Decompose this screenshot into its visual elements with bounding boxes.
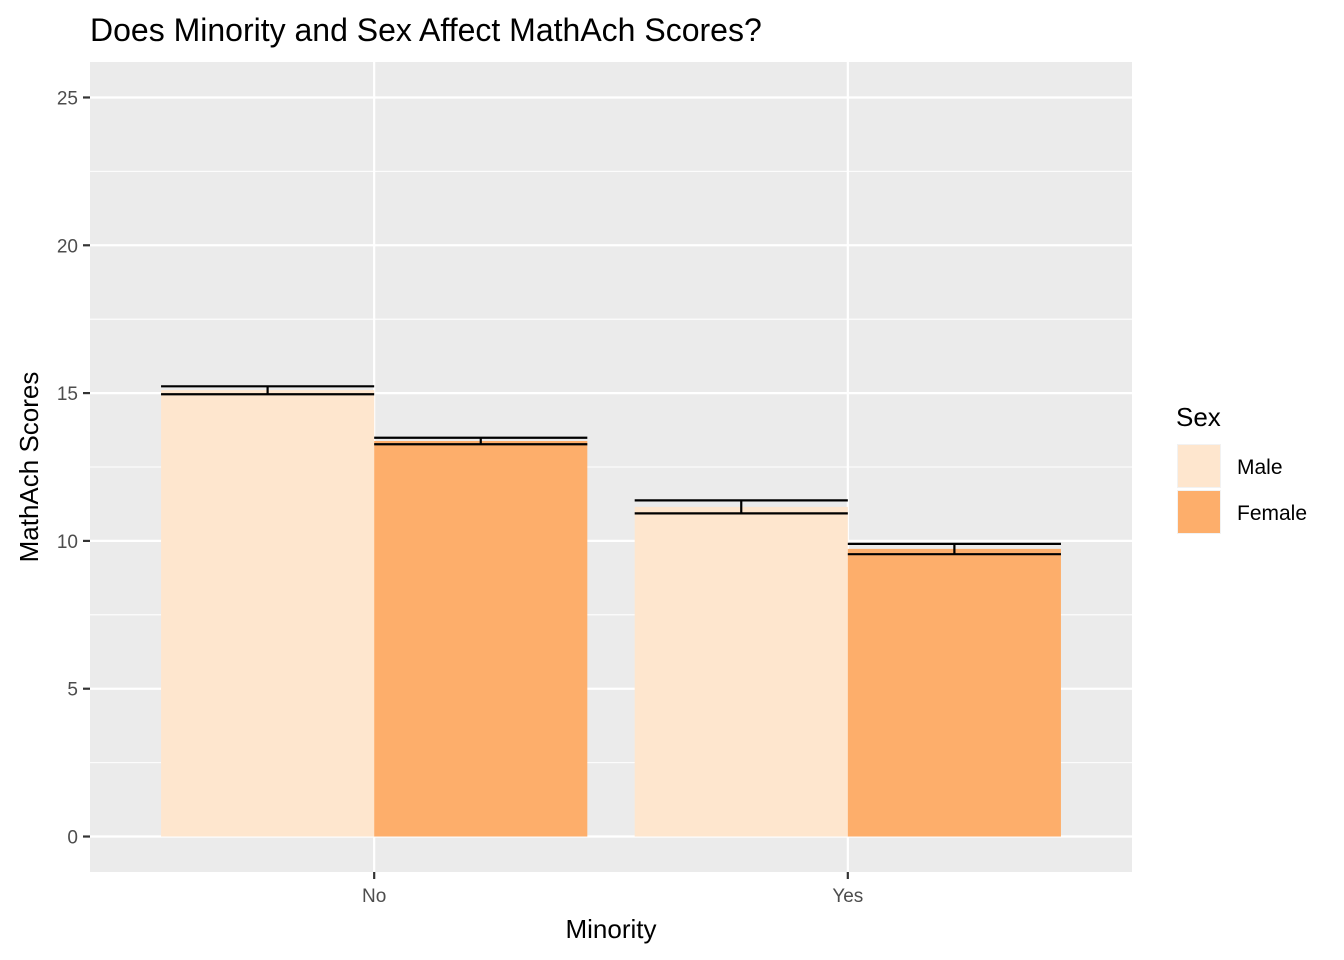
y-tick-label: 0 (67, 828, 78, 849)
bar-female-no (374, 440, 588, 837)
bar-female-yes (847, 548, 1061, 837)
y-tick-label: 25 (57, 88, 78, 109)
x-axis: No Yes (362, 872, 863, 907)
y-axis-title: MathAch Scores (14, 372, 44, 563)
error-bars (161, 385, 1061, 556)
legend-key-female (1178, 491, 1220, 533)
bar-male-no (161, 390, 375, 837)
y-tick-label: 5 (67, 680, 78, 701)
x-axis-title: Minority (565, 914, 656, 944)
y-tick-label: 20 (57, 236, 78, 257)
chart-title: Does Minority and Sex Affect MathAch Sco… (90, 12, 762, 48)
legend: Sex Male Female (1176, 402, 1307, 534)
legend-key-male (1178, 445, 1220, 487)
y-axis: 0 5 10 15 20 25 (57, 88, 90, 849)
x-tick-label: No (362, 886, 386, 907)
legend-label-female: Female (1237, 502, 1307, 525)
bar-male-yes (634, 506, 848, 837)
x-tick-label: Yes (832, 886, 863, 907)
y-tick-label: 10 (57, 532, 78, 553)
bars (161, 390, 1061, 837)
legend-title: Sex (1176, 402, 1221, 432)
y-tick-label: 15 (57, 384, 78, 405)
legend-label-male: Male (1237, 456, 1283, 479)
